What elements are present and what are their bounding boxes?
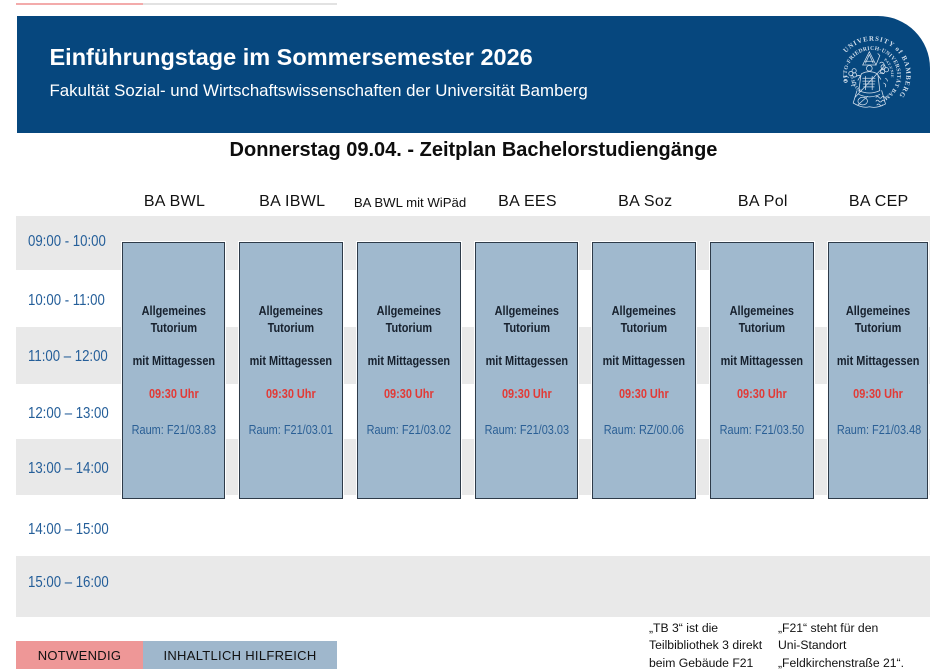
svg-text:UNIVERSITY of BAMBERG: UNIVERSITY of BAMBERG (842, 36, 911, 100)
